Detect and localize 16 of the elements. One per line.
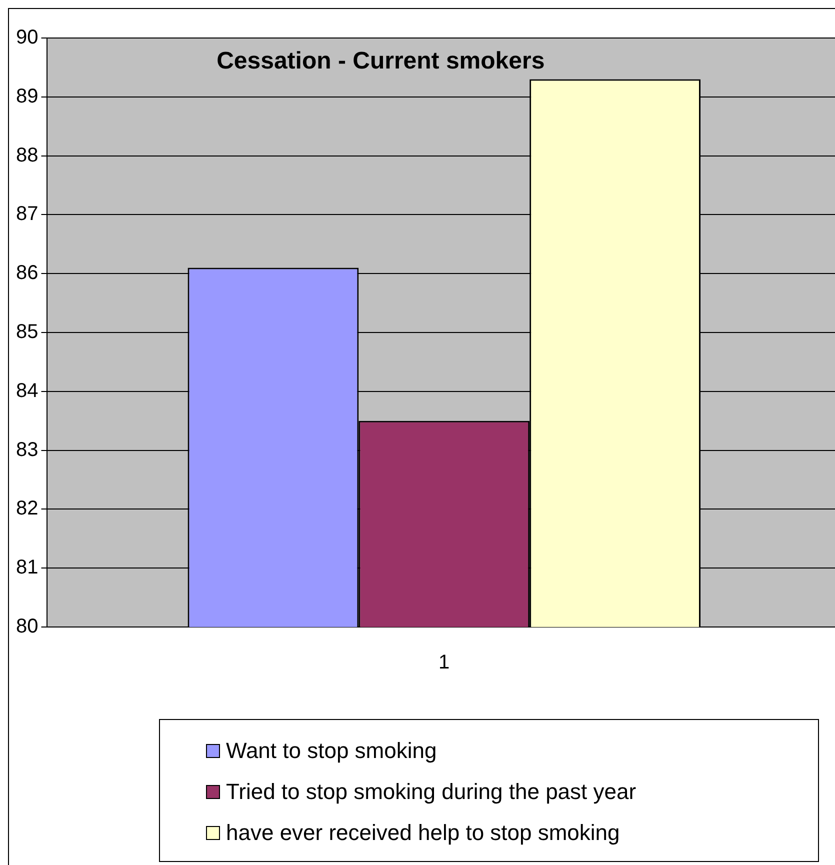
y-tick-label: 85 (16, 321, 38, 344)
y-tick-label: 82 (16, 498, 38, 520)
legend-label: Tried to stop smoking during the past year (226, 778, 636, 804)
chart-title: Cessation - Current smokers (216, 48, 545, 75)
x-tick-label: 1 (438, 652, 450, 674)
y-tick-label: 80 (16, 616, 38, 638)
y-tick-label: 89 (16, 85, 38, 108)
y-tick-label: 90 (16, 26, 38, 49)
legend-label: have ever received help to stop smoking (226, 820, 620, 846)
y-tick-label: 81 (16, 556, 38, 579)
y-tick-label: 84 (16, 380, 38, 402)
y-tick-label: 86 (16, 262, 38, 284)
y-tick-label: 87 (16, 203, 38, 226)
legend-label: Want to stop smoking (226, 738, 437, 764)
y-tick-label: 88 (16, 144, 38, 166)
y-tick-label: 83 (16, 438, 38, 461)
